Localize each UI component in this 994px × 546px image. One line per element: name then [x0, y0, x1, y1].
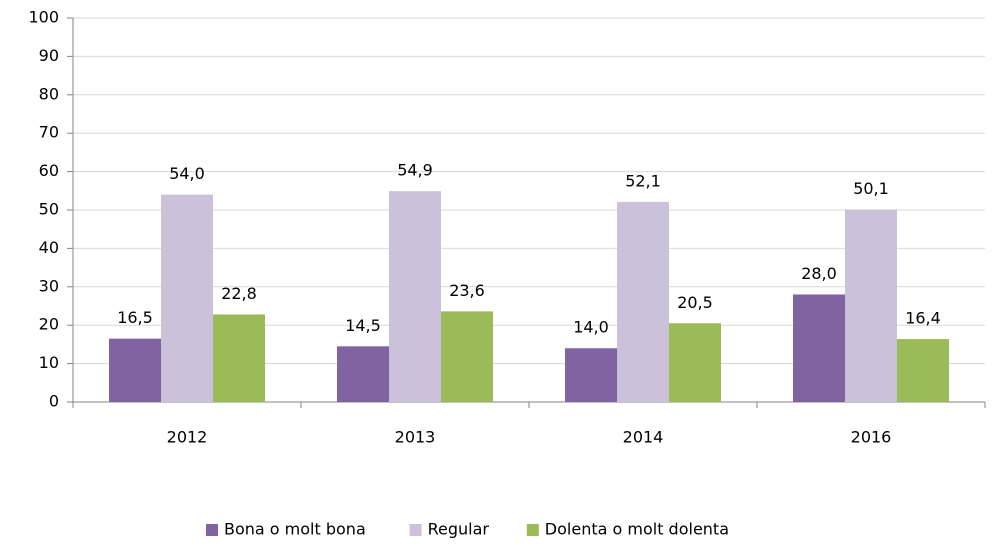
bar [669, 323, 721, 402]
value-label: 50,1 [853, 179, 889, 198]
legend-label: Regular [428, 520, 490, 539]
value-label: 54,0 [169, 164, 205, 183]
y-tick-label: 100 [28, 8, 59, 27]
y-tick-label: 90 [39, 46, 59, 65]
value-label: 23,6 [449, 281, 485, 300]
legend-swatch [206, 524, 218, 536]
value-label: 28,0 [801, 264, 837, 283]
legend-swatch [409, 524, 422, 536]
bar [617, 201, 669, 402]
value-label: 14,5 [345, 316, 381, 335]
y-tick-label: 40 [39, 238, 59, 257]
legend-swatch [526, 524, 539, 536]
bar [337, 346, 389, 402]
bar [845, 209, 897, 402]
x-tick-label: 2013 [395, 428, 436, 447]
bar [109, 338, 161, 402]
x-tick-label: 2012 [167, 428, 208, 447]
bar [161, 194, 213, 402]
y-tick-label: 30 [39, 276, 59, 295]
y-tick-label: 70 [39, 123, 59, 142]
bar [441, 311, 493, 402]
bar [897, 339, 949, 402]
value-label: 16,4 [905, 309, 941, 328]
bar [213, 314, 265, 402]
value-label: 54,9 [397, 161, 433, 180]
value-label: 52,1 [625, 171, 661, 190]
y-tick-label: 80 [39, 84, 59, 103]
legend-label: Bona o molt bona [224, 520, 366, 539]
x-tick-label: 2016 [851, 428, 892, 447]
value-label: 20,5 [677, 293, 713, 312]
value-label: 16,5 [117, 308, 153, 327]
y-tick-label: 20 [39, 315, 59, 334]
y-tick-label: 50 [39, 200, 59, 219]
y-tick-label: 60 [39, 161, 59, 180]
legend-label: Dolenta o molt dolenta [545, 520, 729, 539]
y-tick-label: 10 [39, 353, 59, 372]
bar [793, 294, 845, 402]
value-label: 14,0 [573, 318, 609, 337]
x-tick-label: 2014 [623, 428, 664, 447]
value-label: 22,8 [221, 284, 257, 303]
bar [565, 348, 617, 402]
bar [389, 191, 441, 402]
y-tick-label: 0 [49, 392, 59, 411]
